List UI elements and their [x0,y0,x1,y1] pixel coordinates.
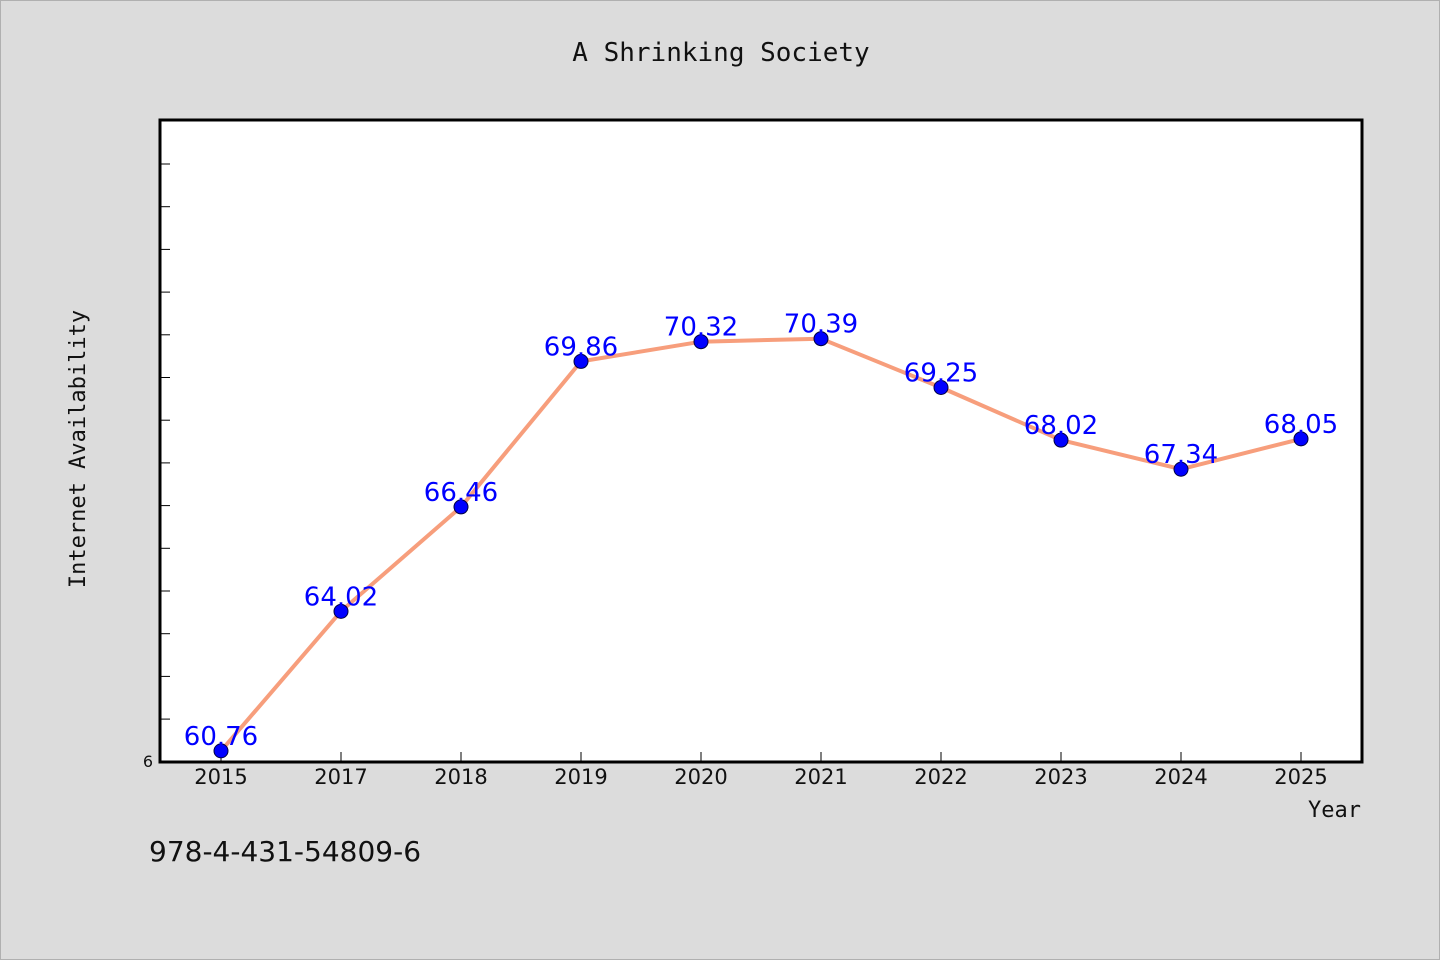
y-axis-ticks [160,163,170,720]
x-tick-label: 2018 [434,765,487,789]
data-markers [213,331,1309,759]
data-label: 60.76 [184,722,258,752]
data-point [693,334,709,350]
x-tick-label: 2020 [674,765,727,789]
chart-title: A Shrinking Society [572,38,869,68]
data-label: 70.32 [664,313,738,343]
x-tick-label: 2021 [794,765,847,789]
data-point [213,743,229,759]
x-tick-label: 2015 [194,765,247,789]
x-tick-label: 2019 [554,765,607,789]
data-point [1173,461,1189,477]
x-tick-label: 2024 [1154,765,1207,789]
data-label: 67.34 [1144,440,1218,470]
footer-code: 978-4-431-54809-6 [149,835,422,868]
data-label: 69.86 [544,332,618,362]
y-axis-label: Internet Availability [66,310,91,588]
data-point [333,603,349,619]
data-point [1293,431,1309,447]
x-tick-label: 2025 [1274,765,1327,789]
data-labels: 60.76 64.02 66.46 69.86 70.32 70.39 69.25 68.02… [184,310,1338,752]
x-axis-label: Year [1308,798,1361,823]
data-label: 68.02 [1024,411,1098,441]
data-label: 66.46 [424,478,498,508]
data-point [1053,432,1069,448]
data-point [813,331,829,347]
data-point [933,380,949,395]
y-tick-label: 6 [143,752,153,771]
x-tick-label: 2023 [1034,765,1087,789]
data-label: 70.39 [784,310,858,340]
series-line [219,336,1303,753]
x-axis-ticks: 2015 2017 2018 2019 2020 2021 2022 2023 2024 2025 [194,752,1328,789]
data-label: 68.05 [1264,410,1338,440]
x-tick-label: 2017 [314,765,367,789]
plot-area [158,118,1364,764]
data-label: 69.25 [904,359,978,389]
data-point [453,499,469,515]
data-label: 64.02 [304,582,378,612]
x-tick-label: 2022 [914,765,967,789]
data-point [573,353,589,369]
